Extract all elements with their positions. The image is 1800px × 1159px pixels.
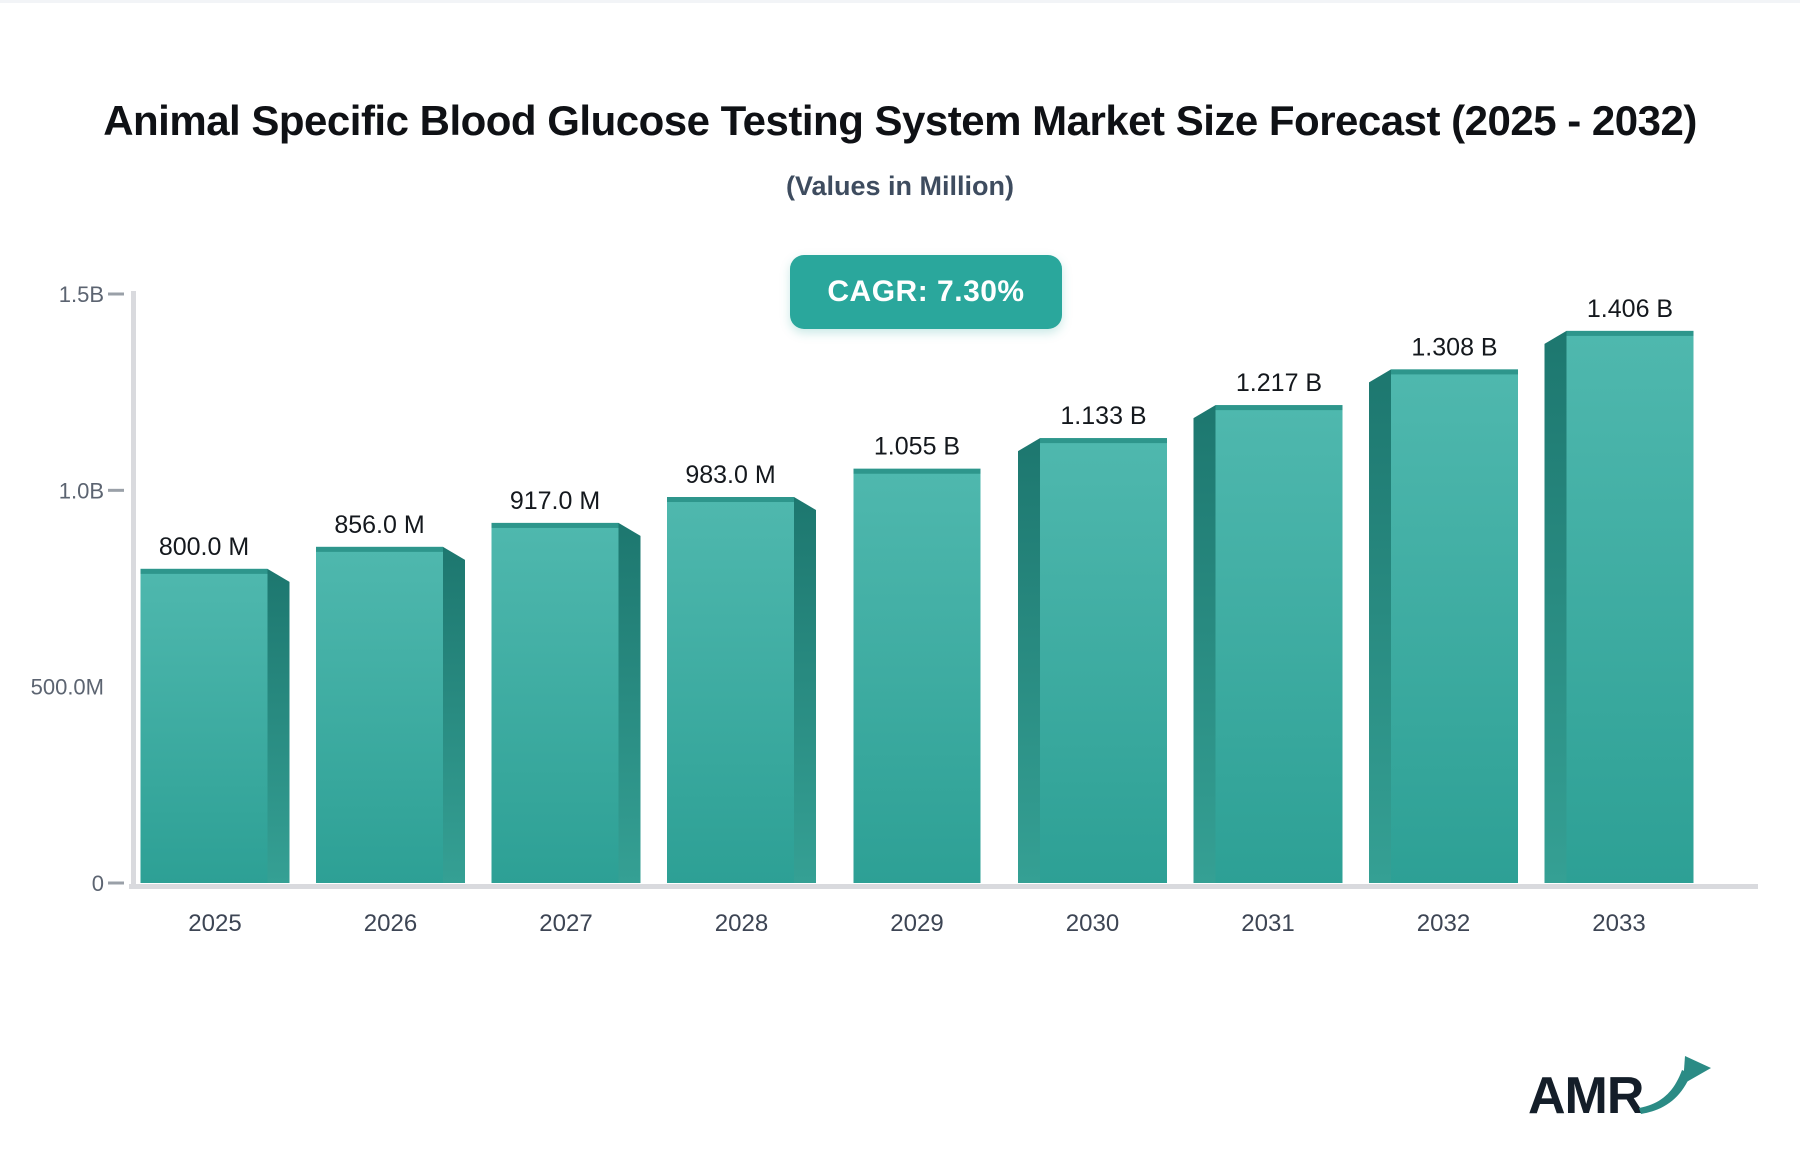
- bar-value-label: 983.0 M: [685, 461, 775, 489]
- bar-top-edge: [1040, 438, 1167, 444]
- x-tick-label: 2033: [1592, 910, 1645, 937]
- bar[interactable]: [667, 497, 794, 883]
- bar-top-edge: [316, 546, 443, 552]
- bar-side-face: [794, 497, 816, 883]
- bar[interactable]: [316, 546, 443, 883]
- bar-side-face: [618, 522, 641, 883]
- x-tick-label: 2025: [188, 910, 241, 937]
- x-tick-label: 2028: [715, 910, 768, 937]
- bar-top-edge: [1391, 369, 1518, 375]
- y-tick-dash: [108, 488, 124, 492]
- bar-top-edge: [1566, 330, 1694, 336]
- bar-value-label: 856.0 M: [334, 511, 424, 539]
- bar-group: 983.0 M 2028: [667, 461, 816, 937]
- bar-side-face: [1018, 438, 1040, 883]
- cagr-badge: CAGR: 7.30%: [790, 255, 1062, 329]
- x-tick-label: 2026: [364, 910, 417, 937]
- bar-group: 1.308 B 2032: [1369, 333, 1518, 937]
- bar[interactable]: [853, 468, 981, 883]
- amr-logo: AMR: [1528, 1041, 1768, 1136]
- bar-group: 1.055 B 2029: [853, 433, 981, 937]
- y-tick-label: 1.0B: [59, 478, 104, 503]
- bar-value-label: 1.217 B: [1236, 369, 1322, 397]
- cagr-badge-label: CAGR: 7.30%: [827, 275, 1025, 308]
- bar-chart: 1.5B 1.0B 500.0M 0 800.0 M 2025 856.0 M 2026 917…: [31, 282, 1758, 937]
- bar-group: 800.0 M 2025: [140, 533, 290, 937]
- bar-value-label: 800.0 M: [159, 533, 249, 561]
- bar[interactable]: [1391, 369, 1518, 884]
- y-axis-line: [131, 291, 136, 889]
- bar-side-face: [443, 546, 465, 883]
- x-axis-line: [129, 884, 1758, 889]
- bar-top-edge: [491, 522, 619, 528]
- chart-title: Animal Specific Blood Glucose Testing Sy…: [103, 97, 1697, 144]
- amr-logo-text: AMR: [1528, 1067, 1644, 1125]
- bar-top-edge: [140, 568, 268, 574]
- y-tick-dash: [108, 292, 124, 296]
- bar[interactable]: [1215, 405, 1343, 883]
- growth-arrow-icon: [1639, 1056, 1712, 1114]
- x-tick-label: 2029: [890, 910, 943, 937]
- bar-value-label: 1.133 B: [1060, 402, 1146, 430]
- bar-top-edge: [1215, 405, 1343, 411]
- bar[interactable]: [140, 568, 268, 883]
- bar-side-face: [1193, 405, 1216, 883]
- x-tick-label: 2030: [1066, 910, 1119, 937]
- y-tick-label: 500.0M: [31, 675, 104, 700]
- bar-group: 1.406 B 2033: [1544, 295, 1694, 937]
- bar-value-label: 1.308 B: [1411, 333, 1497, 361]
- x-tick-label: 2027: [539, 910, 592, 937]
- bar-top-edge: [667, 497, 794, 503]
- chart-subtitle: (Values in Million): [785, 171, 1015, 201]
- bar-group: 856.0 M 2026: [316, 511, 465, 937]
- bar[interactable]: [1040, 438, 1167, 883]
- bar-side-face: [1369, 369, 1391, 884]
- y-tick-dash: [108, 881, 124, 885]
- bar-value-label: 1.406 B: [1587, 295, 1673, 323]
- x-tick-label: 2032: [1417, 910, 1470, 937]
- bar-top-edge: [853, 468, 981, 474]
- y-tick-label: 0: [92, 871, 104, 896]
- bar-value-label: 917.0 M: [510, 487, 600, 515]
- bar-group: 917.0 M 2027: [491, 487, 641, 937]
- bar-group: 1.133 B 2030: [1018, 402, 1167, 937]
- bar-side-face: [1544, 330, 1567, 884]
- x-tick-label: 2031: [1241, 910, 1294, 937]
- bar-group: 1.217 B 2031: [1193, 369, 1343, 937]
- y-tick-label: 1.5B: [59, 282, 104, 307]
- bar[interactable]: [1566, 330, 1694, 884]
- bar-value-label: 1.055 B: [874, 433, 960, 461]
- bar-side-face: [267, 568, 290, 883]
- bar[interactable]: [491, 522, 619, 883]
